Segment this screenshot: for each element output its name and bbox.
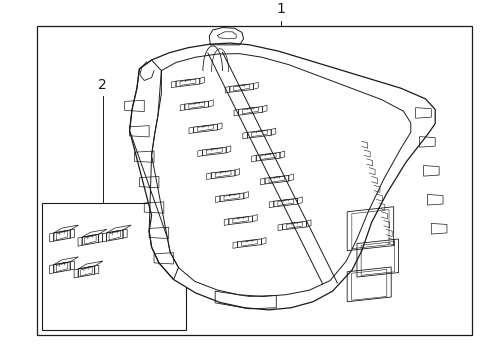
Text: 2: 2 bbox=[98, 78, 107, 92]
Polygon shape bbox=[129, 43, 434, 310]
Text: 1: 1 bbox=[276, 2, 285, 16]
Bar bbox=[37, 27, 471, 335]
Bar bbox=[41, 203, 185, 330]
